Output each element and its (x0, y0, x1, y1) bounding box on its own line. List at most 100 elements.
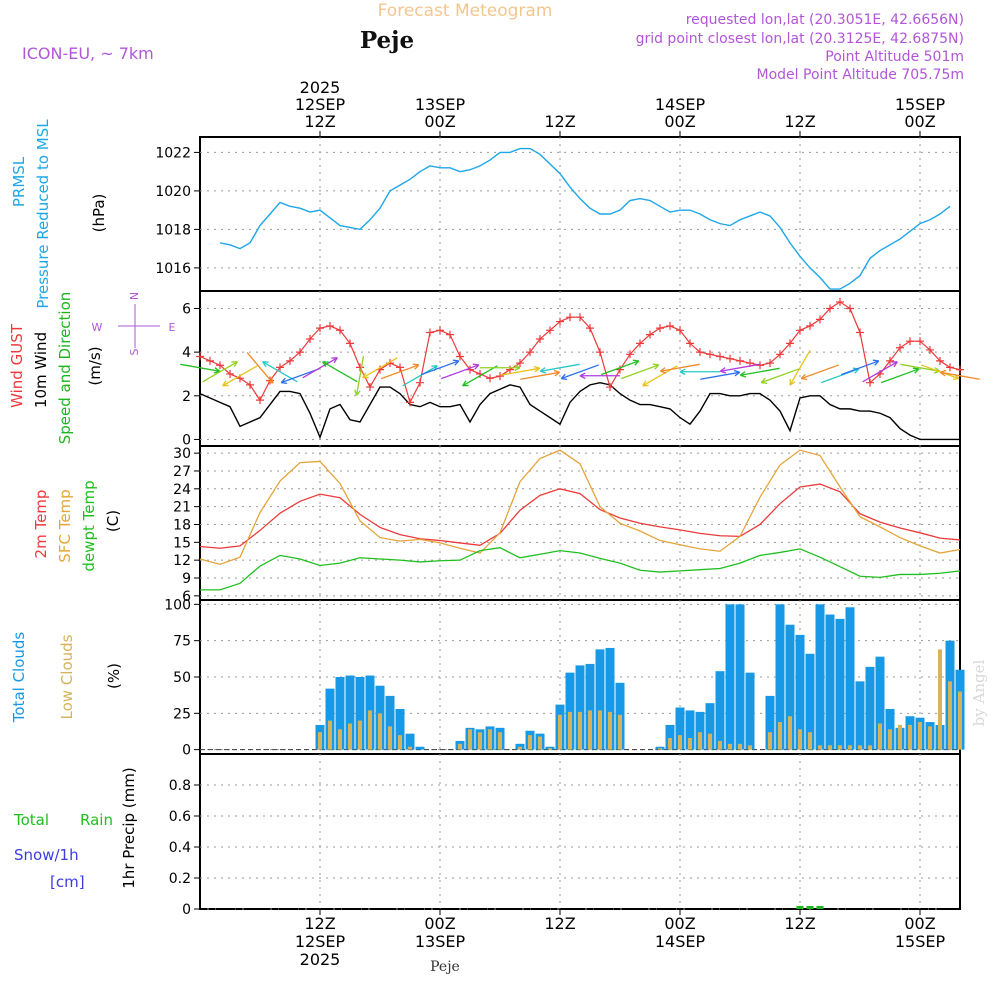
wind-arrow-head (679, 368, 686, 376)
wind-direction-arrow (222, 365, 258, 387)
low-cloud-bar (868, 745, 872, 750)
gust-point (416, 378, 424, 387)
pressure-subtitle: Pressure Reduced to MSL (34, 119, 52, 309)
wind-direction-arrow (539, 363, 580, 374)
gust-point (526, 348, 534, 357)
total-cloud-bar (875, 656, 885, 750)
top-axis-hour: 12Z (304, 112, 335, 131)
total-cloud-bar (665, 724, 675, 750)
bottom-axis-hour: 00Z (904, 914, 935, 933)
wind-direction-arrow (939, 369, 980, 380)
gust-point (626, 350, 634, 359)
low-cloud-bar (748, 745, 752, 750)
gust-point (616, 365, 624, 374)
pressure-title: PRMSL (10, 156, 28, 207)
gust-point (566, 313, 574, 322)
wind-arrow-shaft (202, 361, 238, 383)
y-tick-label: 4 (182, 345, 191, 361)
pressure-unit: (hPa) (90, 194, 108, 233)
compass-rose: N W E S (92, 292, 176, 356)
wind-arrow-head (800, 373, 808, 380)
low-cloud-bar (798, 729, 802, 750)
gust-point (926, 345, 934, 354)
gust-point (906, 337, 914, 346)
gust-point (766, 359, 774, 368)
temp-unit: (C) (104, 510, 122, 532)
wind-arrow-head (462, 380, 469, 387)
wind-direction-arrow (840, 359, 880, 376)
y-tick-label: 15 (173, 535, 191, 551)
wind-direction-arrow (246, 352, 274, 384)
y-tick-label: 27 (173, 464, 191, 480)
compass-west: W (92, 321, 103, 334)
low-cloud-bar (658, 748, 662, 750)
wind-arrow-head (560, 373, 568, 380)
low-cloud-bar (678, 735, 682, 750)
low-cloud-bar (948, 681, 952, 750)
wind-speed-line (199, 381, 960, 441)
gust-point (716, 352, 724, 361)
gust-point (296, 348, 304, 357)
low-cloud-bar (698, 732, 702, 750)
gust-point (776, 350, 784, 359)
top-axis-date: 14SEP (655, 95, 706, 114)
wind-arrow-shaft (740, 367, 780, 376)
total-cloud-bar (845, 607, 855, 750)
total-cloud-bar (585, 663, 595, 750)
top-axis-date: 12SEP (295, 95, 346, 114)
low-cloud-bar (858, 745, 862, 750)
bottom-axis-hour: 12Z (544, 914, 575, 933)
gust-point (316, 324, 324, 333)
compass-south: S (128, 348, 141, 355)
low-cloud-bar (788, 716, 792, 750)
gust-point (336, 326, 344, 335)
wind-arrow-head (533, 365, 541, 373)
gust-point (436, 326, 444, 335)
y-tick-label: 6 (182, 301, 191, 317)
bottom-axis-date: 12SEP (295, 932, 346, 951)
wind-arrow-shaft (246, 352, 274, 384)
low-cloud-bar (568, 711, 572, 750)
wind-arrow-shaft (440, 364, 480, 380)
wind-direction-arrow (600, 359, 640, 376)
wind-arrow-shaft (362, 357, 398, 379)
wind-arrow-shaft (500, 367, 540, 376)
low-cloud-bar (818, 745, 822, 750)
wind-arrow-head (632, 359, 640, 366)
wind-arrow-head (939, 369, 947, 377)
bottom-axis-hour: 00Z (664, 914, 695, 933)
wind-arrow-head (539, 367, 547, 374)
wind-arrow-head (652, 363, 660, 370)
low-cloud-bar (668, 738, 672, 750)
top-axis-hour: 12Z (544, 112, 575, 131)
low-cloud-bar (898, 724, 902, 750)
temperature-labels: 2m Temp SFC Temp dewpt Temp (C) (32, 480, 122, 571)
wind-arrow-shaft (600, 360, 640, 376)
total-cloud-bar (355, 677, 365, 750)
y-tick-label: 25 (173, 706, 191, 722)
gust-point (536, 335, 544, 344)
y-axis-ticks: 1016101810201022024669121518212427300255… (155, 145, 200, 918)
low-cloud-bar (838, 745, 842, 750)
low-cloud-bar (388, 726, 392, 750)
wind-arrow-head (659, 367, 667, 374)
total-cloud-bar (325, 688, 335, 750)
wind-arrow-head (231, 361, 238, 368)
y-tick-label: 0 (182, 743, 191, 759)
gust-point (366, 383, 374, 392)
gust-point (456, 352, 464, 361)
wind-arrow-head (514, 364, 521, 372)
y-tick-label: 0 (182, 432, 191, 448)
bottom-axis-date: 14SEP (655, 932, 706, 951)
wind-direction-arrow (880, 367, 920, 384)
low-cloud-bar (478, 732, 482, 750)
low-cloud-bar (828, 745, 832, 750)
top-axis-date: 13SEP (415, 95, 466, 114)
rain-bar (816, 906, 824, 909)
gust-point (706, 350, 714, 359)
gust-point (346, 339, 354, 348)
low-cloud-bar (768, 732, 772, 750)
total-cloud-bar (685, 710, 695, 750)
gust-point (496, 372, 504, 381)
